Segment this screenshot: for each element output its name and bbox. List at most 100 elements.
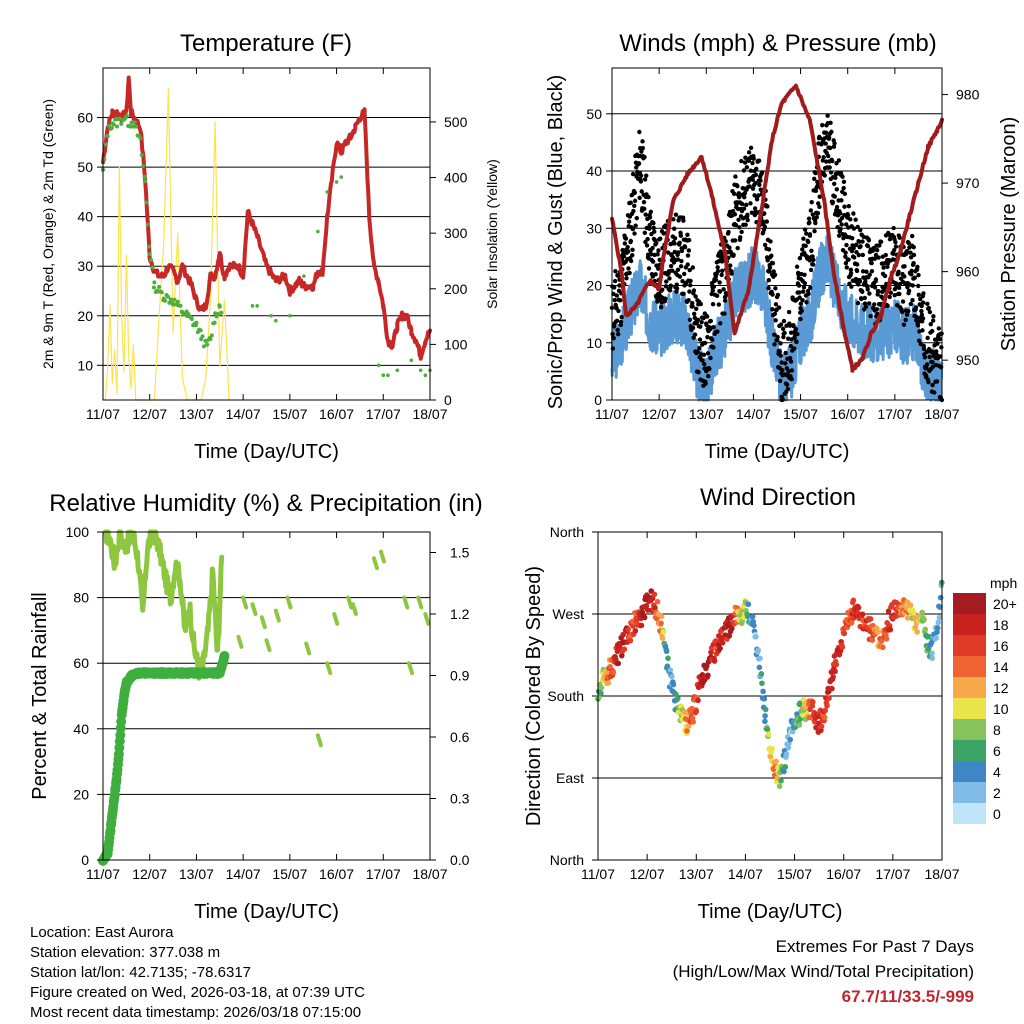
gust-point [735,183,740,189]
humidity-ytick-label: 100 [66,524,90,540]
gust-point [807,232,813,237]
legend-label: 6 [993,743,1001,759]
gust-point [748,201,753,206]
gust-point [687,267,692,273]
direction-point [829,685,835,692]
gust-point [672,226,677,231]
gust-point [677,240,682,245]
gust-point [914,314,919,320]
gust-point [804,231,809,236]
gust-point [618,319,624,325]
direction-xtick-label: 11/07 [581,866,615,882]
direction-ylabel: Direction (Colored By Speed) [523,566,545,826]
gust-point [775,338,780,343]
gust-point [929,349,934,355]
direction-ytick-label: North [550,524,584,540]
gust-point [615,273,621,278]
direction-point [929,655,935,662]
direction-point [760,688,766,695]
gust-point [637,129,642,135]
gust-point [713,277,719,283]
gust-point [813,220,818,226]
gust-point [851,211,856,216]
gust-point [908,250,913,255]
dewpoint-point [107,123,112,128]
direction-point [615,660,622,667]
gust-point [856,252,862,258]
direction-point [729,625,735,632]
gust-point [852,255,857,260]
direction-point [708,649,714,656]
direction-xtick-label: 15/07 [777,866,812,882]
gust-point [612,285,617,290]
direction-point [883,635,890,642]
gust-point [731,252,736,258]
gust-point [613,269,618,274]
dewpoint-point [165,294,170,299]
gust-point [926,379,931,385]
gust-point [697,337,703,342]
gust-point [902,264,907,269]
gust-point [841,185,846,191]
gust-point [681,218,686,223]
gust-point [869,268,875,274]
gust-point [927,354,932,360]
gust-point [772,272,778,278]
humidity-xtick-label: 14/07 [226,866,261,882]
gust-point [844,265,849,270]
dewpoint-point [142,174,147,179]
dewpoint-point [178,303,183,308]
direction-point [753,634,759,640]
gust-point [652,229,657,234]
gust-point [711,325,716,330]
gust-point [862,295,867,301]
rh-point [416,595,424,610]
gust-point [773,302,779,307]
humidity-y2tick-label: 0.9 [450,668,470,684]
gust-point [804,300,809,305]
gust-point [803,243,808,249]
gust-point [808,285,813,291]
humidity-y2tick-label: 1.5 [450,545,470,561]
gust-point [773,286,778,291]
direction-point [937,604,943,610]
gust-point [846,257,851,262]
gust-point [765,204,770,209]
temp-frame [102,67,431,401]
direction-point [782,764,789,770]
gust-point [716,302,722,307]
dewpoint-point [288,313,292,318]
gust-point [891,251,896,257]
gust-point [848,267,854,272]
temp-ytick-label: 10 [77,357,93,373]
gust-point [614,293,620,298]
gust-point [783,361,788,366]
winds-ylabel: Sonic/Prop Wind & Gust (Blue, Black) [545,75,567,410]
gust-point [900,309,905,315]
gust-point [811,257,816,263]
direction-point [919,609,925,616]
gust-point [691,288,697,293]
gust-point [860,289,865,294]
gust-point [906,308,911,314]
gust-point [784,382,790,387]
gust-point [911,260,916,266]
gust-point [682,245,688,250]
gust-point [756,158,762,163]
gust-point [930,359,935,365]
dewpoint-point [316,229,320,234]
gust-point [867,291,872,296]
gust-point [812,228,817,234]
gust-point [843,261,849,266]
direction-point [769,745,776,752]
gust-point [792,335,797,340]
direction-point [869,637,876,643]
humidity-xtick-label: 15/07 [272,866,307,882]
location-text: Location: East Aurora [30,924,174,941]
dewpoint-point [302,274,306,278]
gust-point [842,212,847,218]
direction-point [833,661,840,668]
gust-point [810,212,816,217]
gust-point [685,232,690,237]
gust-point [610,346,616,351]
